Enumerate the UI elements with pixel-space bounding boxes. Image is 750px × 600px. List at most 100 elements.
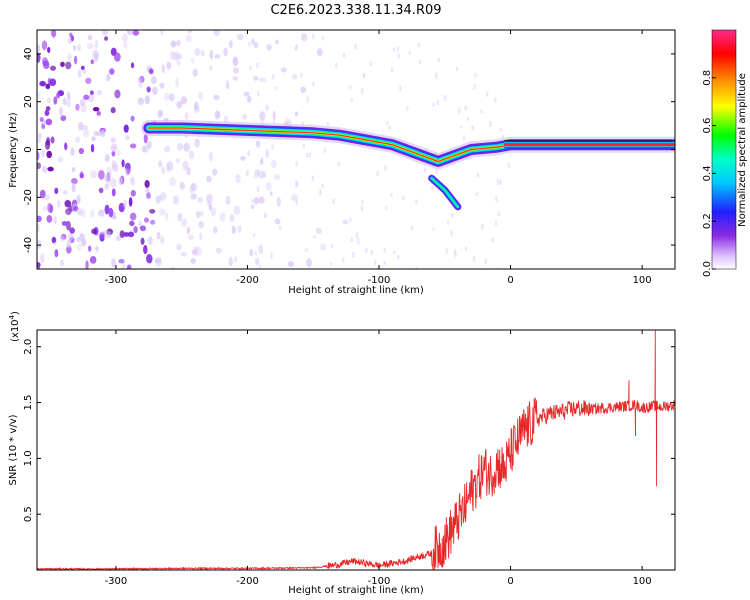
noise-speckle [183, 142, 190, 152]
noise-speckle [46, 214, 53, 223]
noise-speckle [114, 89, 121, 99]
noise-speckle [85, 77, 92, 85]
noise-speckle [72, 45, 77, 51]
noise-streak [361, 87, 364, 94]
noise-streak [362, 72, 366, 78]
colorbar-label: Normalized spectral amplitude [737, 73, 748, 227]
noise-speckle [81, 208, 86, 218]
noise-speckle [158, 109, 164, 118]
noise-speckle [104, 231, 112, 239]
noise-streak [495, 196, 498, 202]
noise-speckle [104, 204, 110, 215]
noise-streak [323, 148, 326, 153]
noise-streak [350, 98, 353, 102]
noise-speckle [232, 56, 239, 67]
noise-speckle [108, 207, 114, 218]
noise-speckle [254, 257, 260, 266]
noise-speckle [101, 30, 109, 36]
noise-streak [313, 235, 316, 239]
noise-speckle [80, 233, 86, 243]
snr-panel: -300 -200 -100 0 100 0.5 1.0 1.5 2.0 Height of s… [8, 311, 676, 596]
noise-streak [369, 61, 372, 67]
noise-streak [435, 168, 438, 175]
noise-streak [396, 46, 400, 52]
noise-speckle [288, 261, 294, 268]
colorbar-tick-label: 0.0 [702, 261, 713, 277]
noise-speckle [86, 42, 94, 50]
spectrogram-ylabel: Frequency (Hz) [8, 112, 19, 188]
noise-speckle [116, 149, 121, 157]
noise-speckle [193, 101, 199, 111]
noise-streak [305, 248, 308, 252]
noise-speckle [170, 265, 176, 269]
noise-speckle [90, 59, 95, 65]
noise-speckle [110, 137, 117, 143]
noise-speckle [317, 48, 323, 57]
noise-speckle [124, 135, 130, 141]
noise-speckle [62, 97, 67, 106]
noise-speckle [233, 67, 239, 74]
noise-speckle [170, 40, 177, 47]
noise-streak [411, 226, 414, 231]
noise-speckle [45, 118, 53, 126]
noise-speckle [229, 213, 235, 223]
noise-speckle [64, 200, 72, 208]
noise-streak [397, 255, 400, 260]
spectrogram-ytick-label: -40 [23, 237, 34, 253]
noise-streak [497, 211, 501, 217]
noise-speckle [44, 109, 50, 117]
noise-streak [301, 121, 304, 127]
noise-speckle [185, 35, 192, 43]
noise-speckle [118, 258, 125, 264]
noise-streak [258, 264, 261, 269]
noise-speckle [75, 103, 80, 111]
noise-speckle [194, 138, 201, 148]
noise-speckle [215, 110, 221, 119]
noise-streak [451, 212, 454, 218]
noise-speckle [166, 161, 174, 171]
noise-speckle [145, 187, 150, 194]
noise-speckle [176, 60, 181, 66]
noise-speckle [70, 147, 75, 157]
noise-streak [435, 72, 438, 79]
noise-speckle [37, 91, 41, 100]
noise-streak [321, 184, 324, 189]
noise-speckle [213, 94, 220, 101]
spectrogram-content [37, 30, 675, 269]
noise-speckle [176, 53, 183, 60]
noise-speckle [156, 257, 162, 263]
noise-speckle [69, 227, 75, 234]
noise-speckle [253, 197, 259, 205]
noise-speckle [37, 52, 41, 63]
noise-speckle [73, 55, 78, 65]
noise-streak [249, 66, 252, 70]
noise-speckle [180, 252, 187, 257]
noise-speckle [187, 30, 192, 34]
noise-speckle [37, 151, 40, 161]
noise-speckle [190, 182, 197, 192]
noise-speckle [143, 133, 148, 144]
noise-speckle [195, 246, 202, 256]
noise-streak [326, 122, 330, 126]
noise-speckle [104, 154, 110, 163]
spectrogram-xlabel: Height of straight line (km) [288, 285, 424, 296]
noise-speckle [82, 128, 90, 138]
noise-streak [436, 100, 439, 105]
noise-streak [270, 252, 273, 259]
noise-speckle [106, 166, 112, 177]
noise-speckle [280, 67, 287, 73]
noise-speckle [241, 113, 248, 120]
noise-streak [357, 238, 360, 244]
noise-speckle [176, 101, 183, 108]
noise-speckle [234, 256, 238, 263]
noise-speckle [187, 234, 195, 240]
noise-speckle [74, 136, 81, 143]
noise-streak [306, 96, 309, 103]
noise-speckle [82, 68, 87, 74]
noise-streak [417, 42, 420, 47]
noise-speckle [213, 30, 220, 37]
noise-streak [256, 186, 260, 192]
noise-streak [408, 51, 411, 55]
snr-xtick-label: -300 [105, 576, 128, 587]
